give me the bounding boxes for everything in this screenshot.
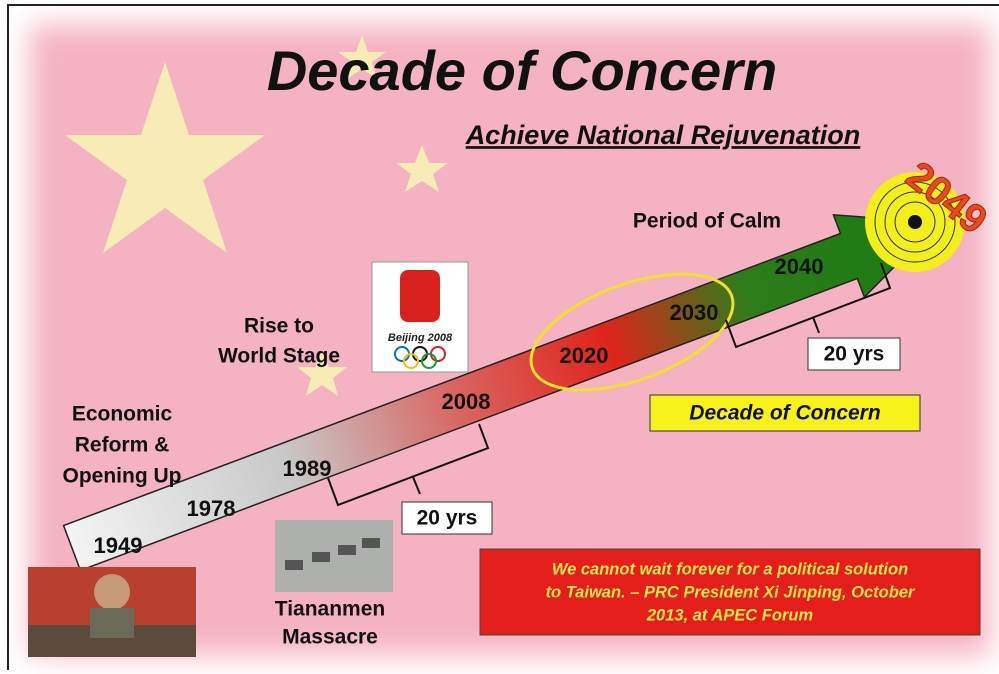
phase-label: Economic bbox=[72, 403, 173, 426]
quote-line: We cannot wait forever for a political s… bbox=[552, 560, 908, 578]
phase-label: Period of Calm bbox=[633, 210, 781, 233]
quote-line: to Taiwan. – PRC President Xi Jinping, O… bbox=[546, 583, 916, 601]
year-label: 2020 bbox=[560, 343, 609, 368]
title: Decade of Concern bbox=[267, 39, 777, 102]
mao-photo bbox=[28, 567, 196, 657]
photo-body bbox=[90, 608, 134, 638]
page: Decade of Concern Achieve National Rejuv… bbox=[0, 0, 999, 674]
photo-tank bbox=[338, 545, 356, 555]
year-label: 2030 bbox=[670, 300, 719, 325]
subtitle: Achieve National Rejuvenation bbox=[465, 120, 861, 150]
phase-label: Opening Up bbox=[63, 465, 182, 488]
span-label: 20 yrs bbox=[417, 507, 478, 530]
tiananmen-photo bbox=[275, 520, 393, 592]
slide: Decade of Concern Achieve National Rejuv… bbox=[0, 0, 999, 674]
span-label: 20 yrs bbox=[824, 343, 885, 366]
decade-label: Decade of Concern bbox=[689, 402, 880, 425]
quote-line: 2013, at APEC Forum bbox=[646, 606, 813, 624]
photo-tank bbox=[312, 552, 330, 562]
olympics-logo: Beijing 2008 bbox=[372, 262, 468, 372]
photo-tank bbox=[362, 538, 380, 548]
phase-label: Reform & bbox=[75, 434, 170, 457]
year-label: 2040 bbox=[775, 254, 824, 279]
logo-seal bbox=[400, 270, 440, 322]
phase-label: Rise to bbox=[244, 315, 314, 338]
event-label: Massacre bbox=[282, 626, 378, 649]
photo-frame bbox=[275, 520, 393, 592]
year-label: 1949 bbox=[94, 533, 143, 558]
phase-label: World Stage bbox=[218, 345, 340, 368]
photo-tank bbox=[285, 560, 303, 570]
year-label: 1989 bbox=[283, 456, 332, 481]
center bbox=[908, 215, 922, 229]
photo-face bbox=[94, 574, 130, 610]
event-label: Tiananmen bbox=[275, 598, 385, 621]
logo-text: Beijing 2008 bbox=[388, 332, 453, 344]
year-label: 2008 bbox=[442, 389, 491, 414]
year-label: 1978 bbox=[187, 496, 236, 521]
